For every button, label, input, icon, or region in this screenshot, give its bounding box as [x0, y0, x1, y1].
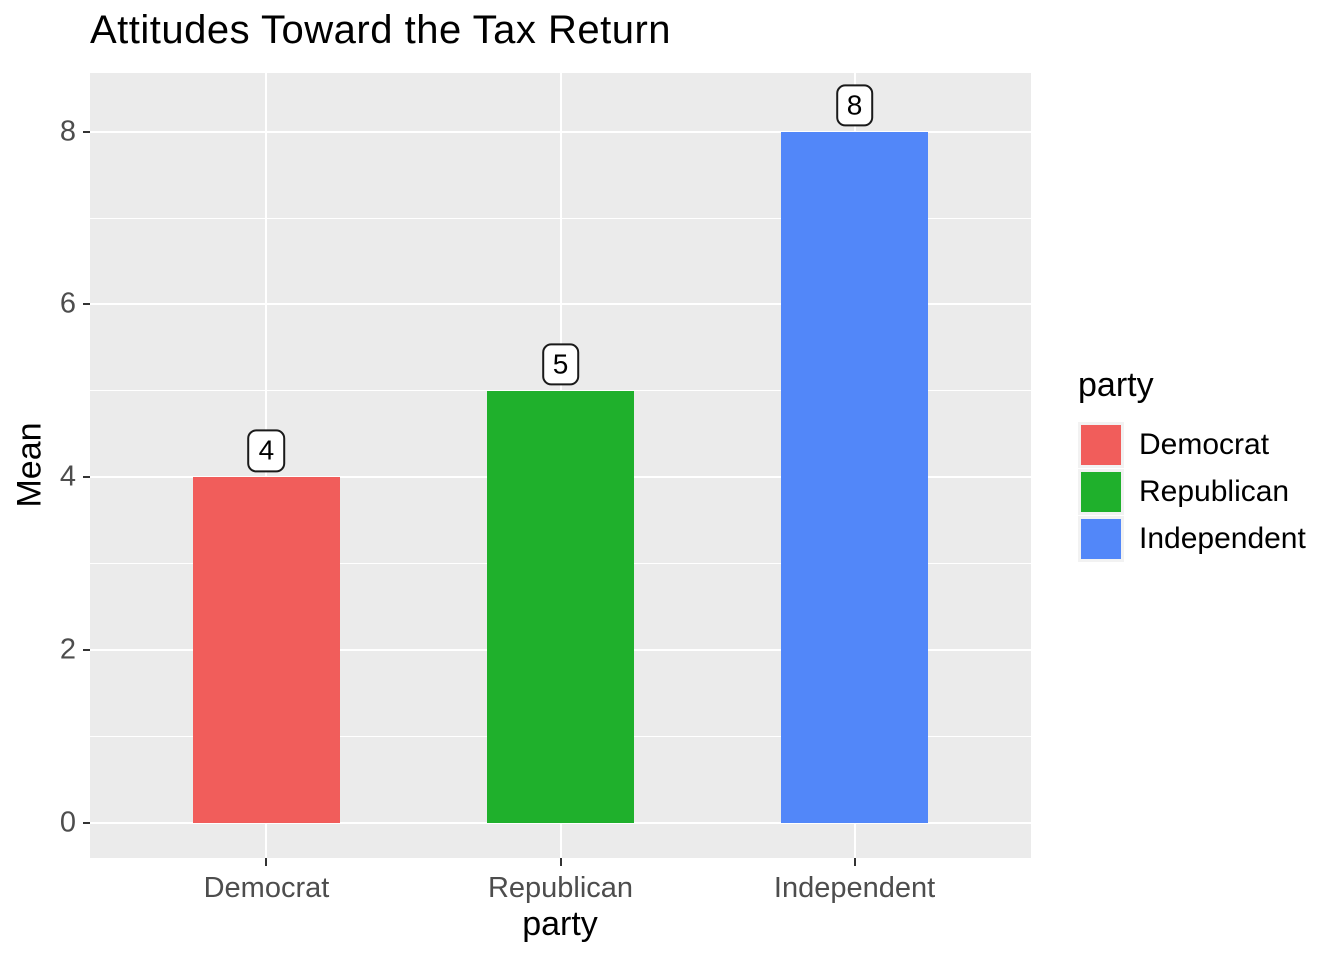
bar-value-label-republican: 5 [541, 343, 580, 386]
bar-republican [486, 390, 635, 823]
legend-label-independent: Independent [1139, 521, 1306, 555]
y-tick-mark-8 [83, 130, 90, 133]
legend-row-independent: Independent [1078, 515, 1306, 562]
bar-value-label-democrat: 4 [247, 429, 286, 473]
legend-key-independent [1078, 515, 1124, 562]
y-tick-mark-2 [83, 648, 90, 651]
y-tick-mark-4 [83, 476, 90, 479]
bar-democrat [192, 477, 340, 823]
legend-row-republican: Republican [1078, 468, 1306, 515]
x-tick-mark-independent [853, 858, 856, 866]
y-tick-label-6: 6 [59, 287, 76, 320]
bar-value-label-independent: 8 [835, 84, 874, 127]
y-axis: 0 2 4 6 8 [0, 73, 90, 858]
legend-row-democrat: Democrat [1078, 421, 1306, 468]
plot-title: Attitudes Toward the Tax Return [90, 8, 672, 52]
legend-swatch-independent [1081, 518, 1121, 559]
legend-entries: Democrat Republican Independent [1078, 421, 1306, 562]
legend: party Democrat Republican Independent [1078, 366, 1306, 562]
legend-label-republican: Republican [1139, 474, 1290, 508]
legend-swatch-republican [1081, 471, 1121, 512]
y-tick-mark-6 [83, 303, 90, 306]
x-tick-mark-democrat [265, 858, 268, 866]
plot-panel: 4 5 8 [90, 73, 1031, 858]
x-tick-label-independent: Independent [773, 872, 936, 904]
x-tick-label-republican: Republican [487, 872, 634, 904]
legend-label-democrat: Democrat [1139, 427, 1270, 461]
legend-title: party [1078, 366, 1154, 404]
legend-key-democrat [1078, 421, 1124, 468]
y-tick-mark-0 [83, 821, 90, 824]
bar-independent [781, 131, 929, 823]
legend-swatch-democrat [1081, 424, 1121, 465]
y-tick-label-2: 2 [59, 633, 76, 666]
legend-key-republican [1078, 468, 1124, 515]
y-tick-label-4: 4 [59, 460, 76, 493]
y-tick-label-0: 0 [59, 806, 76, 839]
x-tick-mark-republican [559, 858, 562, 866]
x-tick-label-democrat: Democrat [203, 872, 330, 904]
y-tick-label-8: 8 [59, 115, 76, 148]
x-axis-title: party [522, 905, 598, 943]
x-axis: Democrat Republican Independent [90, 858, 1031, 918]
